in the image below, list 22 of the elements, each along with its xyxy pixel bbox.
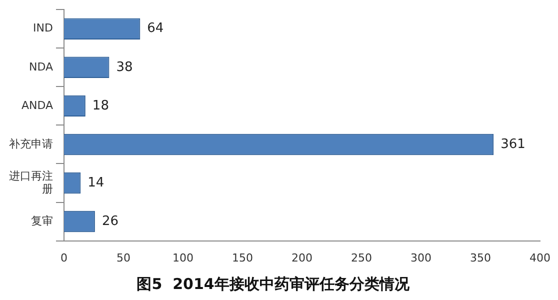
text: 图5 2014年接收中药审评任务分类情况: [136, 274, 410, 293]
y-tick-label: 补充申请: [9, 137, 53, 150]
x-tick-label: 0: [60, 251, 68, 264]
x-tick-label: 350: [470, 251, 491, 264]
x-tick-label: 50: [116, 251, 130, 264]
y-tick-label: NDA: [28, 60, 54, 74]
data-label: 26: [102, 214, 118, 229]
data-label: 64: [147, 21, 164, 36]
x-tick-label: 150: [232, 251, 253, 264]
x-tick-label: 400: [530, 251, 550, 264]
y-tick-label: IND: [33, 22, 53, 35]
data-label: 38: [116, 60, 133, 75]
y-tick-label: 进口再注册: [9, 169, 53, 196]
data-label: 18: [92, 98, 109, 114]
y-tick-label: ANDA: [21, 98, 54, 112]
data-label: 361: [500, 136, 526, 152]
x-tick-label: 100: [172, 251, 194, 264]
x-tick-label: 250: [351, 251, 372, 264]
x-tick-label: 200: [292, 251, 312, 264]
data-label: 14: [88, 175, 104, 190]
x-tick-label: 300: [410, 251, 432, 264]
y-tick-label: 复审: [31, 214, 53, 228]
